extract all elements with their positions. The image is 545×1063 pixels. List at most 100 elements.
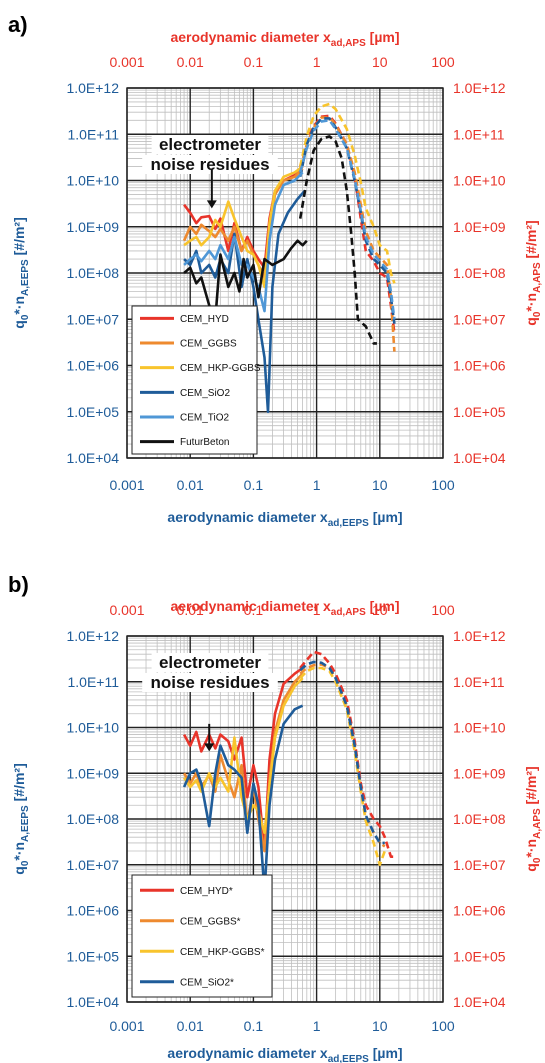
series-group bbox=[182, 102, 396, 414]
legend-label: CEM_HYD bbox=[180, 314, 229, 325]
y-axis-title-left: q0*·nA,EEPS [#/m²] bbox=[11, 217, 31, 328]
y-tick-label-right: 1.0E+04 bbox=[453, 994, 506, 1010]
series-group bbox=[182, 650, 395, 894]
x-tick-label-top: 0.001 bbox=[109, 54, 144, 70]
series-line-eeps bbox=[182, 704, 304, 894]
y-tick-label-right: 1.0E+09 bbox=[453, 219, 506, 235]
legend-label: CEM_HKP-GGBS* bbox=[180, 947, 265, 958]
legend-label: CEM_HKP-GGBS bbox=[180, 363, 261, 374]
y-tick-label-right: 1.0E+07 bbox=[453, 311, 506, 327]
legend-label: CEM_SiO2* bbox=[180, 977, 234, 988]
annotation-text: noise residues bbox=[150, 155, 269, 174]
x-tick-label-top: 0.001 bbox=[109, 602, 144, 618]
y-axis-title-right: q0*·nA,APS [#/m²] bbox=[523, 766, 543, 871]
y-axis-title-left: q0*·nA,EEPS [#/m²] bbox=[11, 763, 31, 874]
annotation-bg bbox=[151, 135, 269, 154]
y-tick-label-left: 1.0E+10 bbox=[66, 720, 119, 736]
annotation-text: noise residues bbox=[150, 673, 269, 692]
x-axis-title-top: aerodynamic diameter xad,APS [µm] bbox=[170, 598, 399, 618]
y-tick-label-right: 1.0E+04 bbox=[453, 450, 506, 466]
y-tick-label-left: 1.0E+06 bbox=[66, 903, 119, 919]
y-tick-label-right: 1.0E+08 bbox=[453, 265, 506, 281]
y-tick-label-left: 1.0E+07 bbox=[66, 311, 119, 327]
y-tick-label-right: 1.0E+06 bbox=[453, 903, 506, 919]
legend-box bbox=[131, 305, 258, 455]
x-tick-label-bottom: 0.001 bbox=[109, 477, 144, 493]
legend-label: CEM_HYD* bbox=[180, 886, 233, 897]
x-tick-label-bottom: 0.01 bbox=[177, 1018, 204, 1034]
series-line-eeps bbox=[183, 165, 304, 289]
panel-label: a) bbox=[8, 12, 28, 37]
y-tick-label-right: 1.0E+08 bbox=[453, 811, 506, 827]
legend-label: FuturBeton bbox=[180, 437, 229, 448]
annotation-arrow-head bbox=[206, 200, 217, 209]
y-tick-label-left: 1.0E+12 bbox=[66, 80, 119, 96]
y-tick-label-left: 1.0E+05 bbox=[66, 404, 119, 420]
y-tick-label-right: 1.0E+09 bbox=[453, 765, 506, 781]
legend-box bbox=[131, 874, 273, 998]
series-line-eeps bbox=[182, 666, 304, 853]
x-tick-label-bottom: 10 bbox=[372, 477, 388, 493]
y-tick-label-left: 1.0E+05 bbox=[66, 948, 119, 964]
annotation-bg bbox=[142, 673, 278, 692]
series-line-eeps bbox=[183, 189, 306, 414]
tick-labels: 0.001 0.001 0.01 0.01 0.1 0.1 1 1 10 10 100 100 1.0E… bbox=[66, 602, 505, 1034]
y-tick-label-right: 1.0E+11 bbox=[453, 674, 505, 690]
x-axis-title-bottom: aerodynamic diameter xad,EEPS [µm] bbox=[167, 509, 402, 529]
y-tick-label-left: 1.0E+04 bbox=[66, 994, 119, 1010]
y-tick-label-right: 1.0E+05 bbox=[453, 948, 506, 964]
y-tick-label-left: 1.0E+12 bbox=[66, 628, 119, 644]
x-tick-label-top: 100 bbox=[431, 54, 455, 70]
legend-label: CEM_TiO2 bbox=[180, 413, 230, 424]
legend-label: CEM_SiO2 bbox=[180, 388, 230, 399]
y-tick-label-right: 1.0E+12 bbox=[453, 80, 506, 96]
series-line-eeps bbox=[183, 239, 308, 321]
annotation-text: electrometer bbox=[159, 653, 261, 672]
panel-b: b) 0.001 0.001 0.01 0.01 0.1 0.1 1 1 10 10 100 100 1.… bbox=[8, 572, 543, 1063]
y-tick-label-left: 1.0E+11 bbox=[67, 126, 119, 142]
x-tick-label-top: 10 bbox=[372, 602, 388, 618]
x-axis-title-top: aerodynamic diameter xad,APS [µm] bbox=[170, 29, 399, 49]
tick-labels: 0.001 0.001 0.01 0.01 0.1 0.1 1 1 10 10 100 100 1.0E… bbox=[66, 54, 505, 493]
series-line-aps bbox=[298, 135, 377, 345]
x-axis-title-bottom: aerodynamic diameter xad,EEPS [µm] bbox=[167, 1045, 402, 1063]
series-line-aps bbox=[299, 663, 386, 848]
y-tick-label-right: 1.0E+10 bbox=[453, 173, 506, 189]
series-line-eeps bbox=[183, 677, 304, 835]
series-line-aps bbox=[298, 117, 396, 324]
y-tick-label-right: 1.0E+11 bbox=[453, 126, 505, 142]
x-tick-label-bottom: 0.1 bbox=[244, 1018, 264, 1034]
x-tick-label-bottom: 0.1 bbox=[244, 477, 264, 493]
y-tick-label-left: 1.0E+11 bbox=[67, 674, 119, 690]
series-line-aps bbox=[298, 102, 396, 284]
y-tick-label-left: 1.0E+08 bbox=[66, 811, 119, 827]
y-tick-label-right: 1.0E+05 bbox=[453, 404, 506, 420]
x-tick-label-bottom: 100 bbox=[431, 477, 455, 493]
x-tick-label-bottom: 10 bbox=[372, 1018, 388, 1034]
x-tick-label-bottom: 1 bbox=[313, 1018, 321, 1034]
y-tick-label-left: 1.0E+08 bbox=[66, 265, 119, 281]
series-line-aps bbox=[298, 119, 396, 320]
y-tick-label-right: 1.0E+10 bbox=[453, 720, 506, 736]
plot-frame bbox=[126, 635, 444, 1003]
plot-frame bbox=[126, 87, 444, 459]
annotation-bg bbox=[151, 653, 269, 672]
y-tick-label-left: 1.0E+04 bbox=[66, 450, 119, 466]
x-tick-label-top: 10 bbox=[372, 54, 388, 70]
annotation-arrow-head bbox=[204, 743, 215, 752]
series-line-aps bbox=[299, 666, 387, 867]
y-tick-label-right: 1.0E+07 bbox=[453, 857, 506, 873]
y-tick-label-left: 1.0E+06 bbox=[66, 358, 119, 374]
x-tick-label-top: 0.1 bbox=[244, 54, 264, 70]
legend: CEM_HYD* CEM_GGBS* CEM_HKP-GGBS* CEM_SiO2* bbox=[131, 874, 273, 998]
x-tick-label-top: 0.01 bbox=[177, 602, 204, 618]
series-line-aps bbox=[299, 660, 385, 845]
annotation-bg bbox=[142, 155, 278, 174]
x-tick-label-bottom: 100 bbox=[431, 1018, 455, 1034]
x-tick-label-bottom: 0.001 bbox=[109, 1018, 144, 1034]
y-axis-title-right: q0*·nA,APS [#/m²] bbox=[523, 220, 543, 325]
y-tick-label-left: 1.0E+10 bbox=[66, 173, 119, 189]
